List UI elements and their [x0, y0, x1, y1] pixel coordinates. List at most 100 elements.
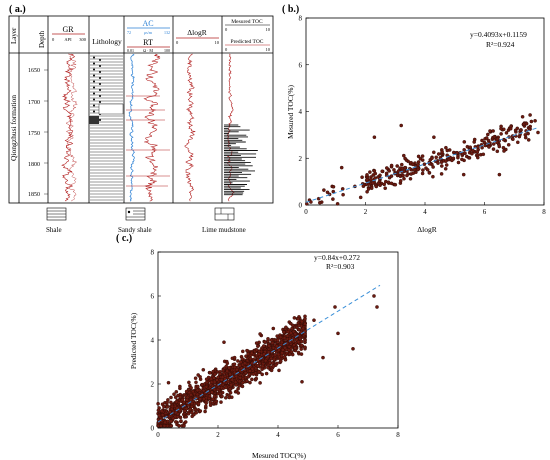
chart-b-point [392, 168, 396, 172]
chart-b-point [491, 129, 495, 133]
chart-c-point [184, 389, 189, 394]
chart-b-equation: y=0.4093x+0.1159 [470, 30, 527, 39]
chart-c-point [298, 336, 302, 341]
chart-b-point [365, 189, 369, 194]
chart-b-point [421, 168, 425, 172]
depth-label-1700: 1700 [28, 100, 40, 106]
chart-c-point [271, 364, 276, 369]
lithology-sand-dot [93, 86, 95, 89]
chart-c: 0 2 4 6 8 0 2 4 6 8 [151, 249, 401, 440]
chart-b-point [487, 145, 491, 149]
chart-b-point [309, 200, 313, 204]
chart-c-point [273, 352, 278, 357]
chart-c-point [178, 384, 182, 389]
chart-b-point [304, 201, 309, 206]
chart-c-point [242, 361, 247, 366]
chart-b-point [401, 173, 405, 178]
chart-c-point [248, 369, 252, 373]
chart-c-point [254, 341, 259, 345]
chart-c-point [230, 378, 235, 382]
chart-b-point [410, 162, 415, 167]
rt-min: 0.01 [127, 48, 134, 53]
chart-c-point [218, 391, 223, 396]
log-frame [8, 15, 274, 204]
lithology-column [89, 55, 124, 201]
chart-c-point [312, 318, 316, 323]
panel-a-label: ( a.) [9, 4, 26, 15]
chart-b-point [439, 164, 444, 168]
chart-b-point [425, 167, 430, 172]
chart-b-point [436, 161, 440, 165]
chart-c-point [282, 336, 287, 340]
chart-b-point [481, 152, 486, 157]
lithology-legend: Shale Sandy shale Lime mudstone [46, 207, 246, 234]
chart-b-xtick-label: 0 [304, 208, 308, 216]
chart-c-xtick-label: 6 [336, 431, 340, 439]
chart-c-point [215, 378, 219, 382]
chart-b-point [443, 166, 448, 171]
depth-label-1750: 1750 [28, 131, 40, 137]
predicted-toc-header: Predicted TOC [231, 39, 264, 45]
lithology-lime-band [89, 116, 99, 124]
rt-header: RT [143, 38, 153, 47]
chart-c-point [173, 395, 178, 400]
log-curves [61, 53, 258, 202]
chart-c-point [198, 397, 202, 401]
chart-c-point [280, 348, 285, 352]
chart-c-point [238, 363, 242, 368]
chart-c-point [292, 343, 296, 348]
chart-c-point [159, 409, 164, 413]
chart-c-point [260, 364, 265, 369]
chart-c-point [209, 377, 214, 381]
chart-b-point [376, 181, 381, 186]
chart-c-fit-line [157, 284, 381, 423]
chart-b-point [443, 159, 448, 163]
chart-c-xtick-label: 8 [396, 431, 400, 439]
chart-c-point [351, 346, 355, 351]
chart-b-point [369, 177, 373, 182]
chart-b-point [444, 145, 448, 150]
chart-c-point [229, 395, 234, 400]
lithology-sand-dot [99, 71, 101, 73]
chart-b-ytick-label: 0 [299, 202, 303, 210]
chart-b-point [484, 136, 489, 140]
chart-c-point [249, 351, 254, 356]
chart-c-point [175, 414, 180, 419]
chart-b-point [322, 188, 326, 192]
chart-b-point [491, 147, 496, 151]
chart-c-point [254, 376, 259, 381]
lithology-sand-dot [93, 110, 95, 113]
chart-c-point [169, 395, 173, 400]
chart-c-point [157, 413, 162, 418]
chart-b-point [416, 162, 421, 167]
chart-c-point [198, 409, 203, 413]
rt-curve [143, 53, 161, 202]
chart-c-point [186, 411, 191, 416]
chart-c-point [195, 392, 200, 397]
lithology-sand-dot [93, 98, 95, 101]
chart-c-point [208, 370, 212, 375]
chart-b-point [528, 113, 532, 117]
chart-c-point [271, 326, 276, 331]
chart-c-ytick-label: 6 [151, 293, 155, 301]
chart-b-ylabel: Mesured TOC(%) [286, 84, 295, 139]
chart-c-xtick-label: 2 [216, 431, 220, 439]
chart-c-point [333, 305, 337, 309]
chart-b-ytick-label: 4 [299, 108, 303, 116]
gr-min: 0 [52, 37, 55, 42]
chart-c-point [280, 350, 284, 355]
chart-b: 0 2 4 6 8 0 2 4 6 8 [299, 15, 547, 217]
chart-c-point [177, 423, 181, 428]
chart-b-fit-line [305, 127, 539, 203]
chart-c-point [372, 294, 376, 298]
chart-b-xtick-label: 8 [542, 208, 546, 216]
chart-b-point [456, 155, 460, 160]
chart-b-point [436, 152, 441, 156]
ac-unit: μs/m [144, 30, 153, 35]
lithology-sand-dot [99, 65, 101, 67]
chart-b-point [497, 172, 502, 177]
chart-c-point [274, 344, 279, 349]
chart-c-point [240, 380, 245, 385]
chart-b-point [524, 121, 529, 126]
lithology-sand-dot [93, 68, 95, 71]
